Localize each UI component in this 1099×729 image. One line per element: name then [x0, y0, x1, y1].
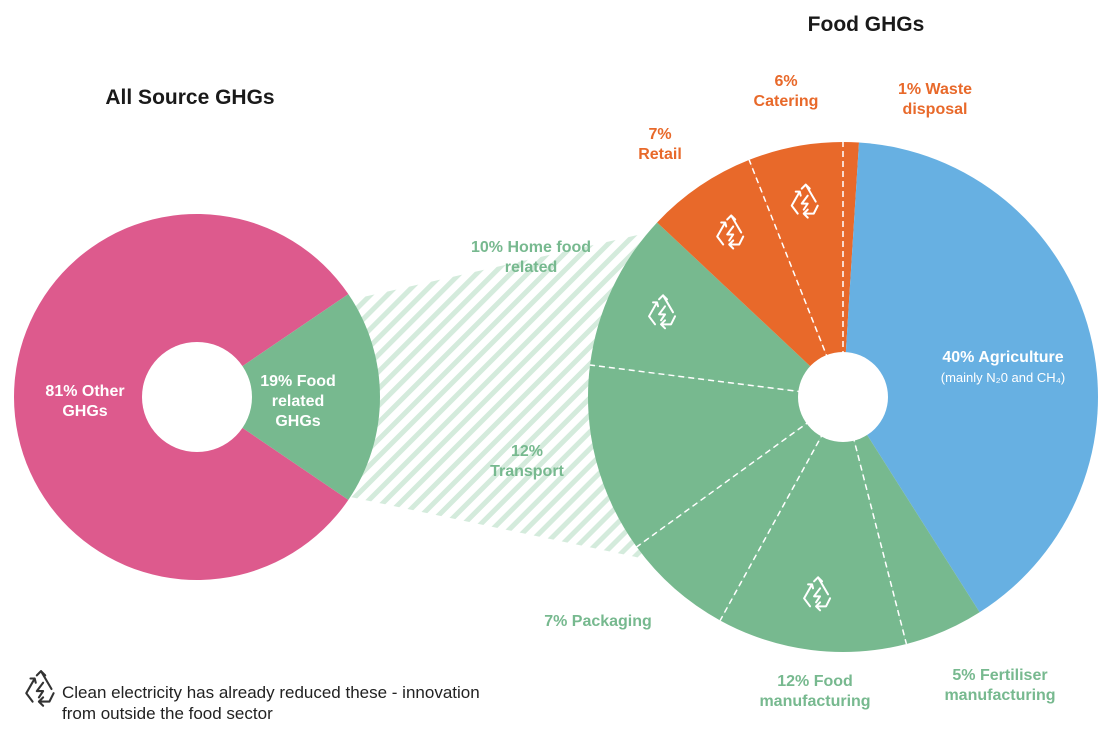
pie-slice: [588, 365, 843, 547]
legend-icon: [25, 670, 55, 707]
value-label: 10%: [470, 239, 504, 256]
value-label: 81%: [45, 383, 78, 400]
connector-band: [341, 230, 660, 560]
category-label: Fertiliser manufacturing: [944, 667, 1056, 704]
category-label: Catering: [753, 93, 819, 110]
value-label: 6%: [774, 73, 798, 90]
value-label: 12%: [510, 443, 544, 460]
category-label: Agriculture: [978, 349, 1064, 366]
value-label: 1%: [897, 81, 922, 98]
category-label: Food manufacturing: [759, 673, 871, 710]
pie-slice: [590, 222, 843, 397]
slice-label: 7% Retail: [630, 125, 690, 165]
pie-hole: [798, 352, 888, 442]
category-label: Food related GHGs: [271, 373, 336, 430]
pie-slice: [657, 159, 843, 397]
slice-label: 7% Packaging: [518, 612, 678, 632]
legend-note: Clean electricity has already reduced th…: [62, 683, 480, 723]
slice-label: 1% Waste disposal: [880, 80, 990, 120]
value-label: 7%: [544, 613, 568, 630]
pie-slice: [843, 142, 860, 397]
category-label: Other GHGs: [62, 383, 125, 420]
value-label: 7%: [648, 126, 672, 143]
pie-slice: [843, 142, 1099, 613]
value-label: 40%: [942, 349, 975, 366]
slice-label: 12% Transport: [477, 442, 577, 482]
chart-title: All Source GHGs: [105, 86, 275, 109]
slice-label: 5% Fertiliser manufacturing: [920, 666, 1080, 706]
value-label: 5%: [952, 667, 976, 684]
slice-label: 10% Home food related: [466, 238, 596, 278]
value-label: 12%: [777, 673, 810, 690]
annotation: (mainly N₂0 and CH₄): [940, 370, 1066, 385]
value-label: 19%: [260, 373, 293, 390]
slice-label: 19% Food related GHGs: [253, 372, 343, 432]
category-label: Packaging: [571, 613, 652, 630]
slice-label: 6% Catering: [741, 72, 831, 112]
slice-label: 12% Food manufacturing: [750, 672, 880, 712]
slice-label: 40% Agriculture (mainly N₂0 and CH₄): [913, 348, 1093, 388]
chart-title: Food GHGs: [807, 13, 925, 36]
category-label: Waste disposal: [902, 81, 973, 118]
slice-label: 81% Other GHGs: [45, 382, 125, 422]
category-label: Home food related: [504, 239, 592, 276]
category-label: Transport: [490, 463, 564, 480]
pie-hole: [142, 342, 252, 452]
pie-slice: [636, 397, 843, 621]
category-label: Retail: [638, 146, 682, 163]
pie-slice: [843, 397, 980, 644]
pie-slice: [197, 294, 381, 500]
pie-slice: [749, 142, 843, 397]
pie-slice: [720, 397, 907, 653]
